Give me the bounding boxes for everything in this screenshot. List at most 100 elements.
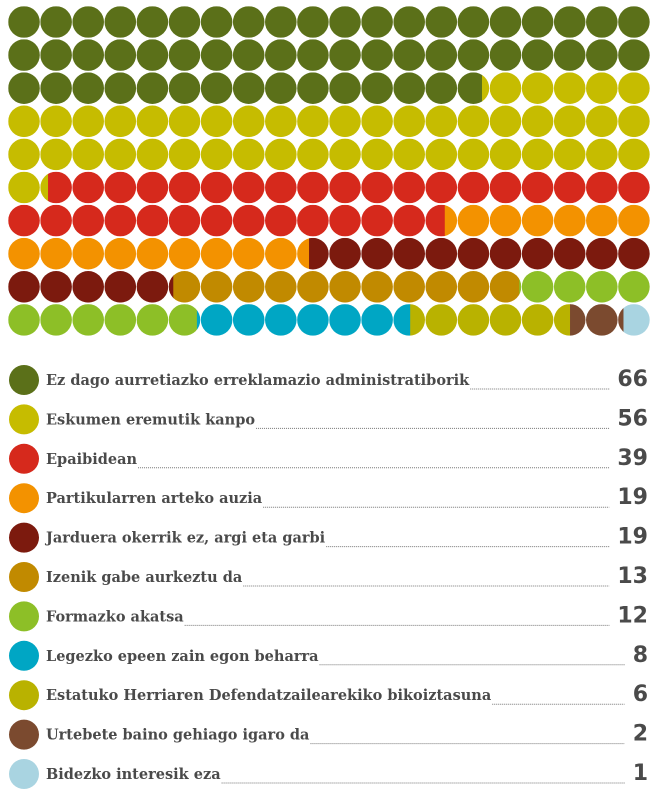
dot-segment xyxy=(265,105,297,138)
dot-segment xyxy=(40,171,49,204)
dot-segment xyxy=(553,237,586,270)
legend-label: Formazko akatsa xyxy=(46,608,184,625)
dot-segment xyxy=(72,105,104,138)
dot-segment xyxy=(570,304,586,336)
legend-swatch xyxy=(9,640,39,671)
dot-segment xyxy=(232,6,265,38)
legend-label: Eskumen eremutik kanpo xyxy=(46,411,255,428)
legend-value: 13 xyxy=(617,564,648,589)
dot-segment xyxy=(72,72,104,104)
dot-segment xyxy=(72,204,104,237)
dot-segment xyxy=(329,304,361,336)
dot-segment xyxy=(265,204,297,237)
dot-segment xyxy=(586,138,618,171)
dot-segment xyxy=(297,72,329,104)
legend-label: Urtebete baino gehiago igaro da xyxy=(46,727,310,744)
dot-segment xyxy=(200,72,233,104)
dot-segment xyxy=(521,271,554,303)
legend-swatch xyxy=(9,759,39,789)
dot-segment xyxy=(265,6,297,38)
dot-segment xyxy=(136,138,169,171)
dot-segment xyxy=(200,271,233,303)
dot-segment xyxy=(329,105,361,138)
dot-segment xyxy=(8,237,40,270)
legend-swatch xyxy=(9,483,39,514)
dot-segment xyxy=(297,39,329,71)
dot-segment xyxy=(104,304,137,336)
dot-segment xyxy=(168,271,174,303)
dot-segment xyxy=(393,6,426,38)
dot-segment xyxy=(72,6,104,38)
dot-segment xyxy=(329,6,361,38)
dot-segment xyxy=(444,204,458,237)
dot-segment xyxy=(410,304,426,336)
dot-segment xyxy=(586,237,618,270)
dot-segment xyxy=(457,237,490,270)
dot-segment xyxy=(489,72,522,104)
dot-segment xyxy=(104,237,137,270)
legend-label: Epaibidean xyxy=(46,451,138,468)
dot-segment xyxy=(168,237,201,270)
dot-segment xyxy=(8,72,40,104)
dot-segment xyxy=(553,72,586,104)
dot-segment xyxy=(521,237,554,270)
dot-segment xyxy=(265,171,297,204)
legend-label: Bidezko interesik eza xyxy=(46,766,221,783)
dot-segment xyxy=(265,39,297,71)
dot-segment xyxy=(361,39,393,71)
dot-segment xyxy=(40,39,72,71)
dot-segment xyxy=(586,171,618,204)
dot-segment xyxy=(265,237,297,270)
dot-segment xyxy=(425,6,458,38)
dot-segment xyxy=(104,72,137,104)
dot-segment xyxy=(457,304,490,336)
dot-segment xyxy=(457,171,490,204)
dot-segment xyxy=(297,138,329,171)
dot-segment xyxy=(361,237,393,270)
dot-segment xyxy=(425,204,446,237)
dot-segment xyxy=(586,204,618,237)
dot-segment xyxy=(232,72,265,104)
dot-segment xyxy=(553,171,586,204)
dot-segment xyxy=(457,72,483,104)
dot-segment xyxy=(489,138,522,171)
dot-segment xyxy=(265,72,297,104)
dot-segment xyxy=(361,72,393,104)
legend-value: 2 xyxy=(633,722,648,747)
dot-segment xyxy=(393,72,426,104)
dot-segment xyxy=(136,72,169,104)
dot-segment xyxy=(586,72,618,104)
dot-segment xyxy=(72,237,104,270)
dot-segment xyxy=(521,138,554,171)
dot-segment xyxy=(489,204,522,237)
legend-swatch xyxy=(9,443,39,474)
dot-segment xyxy=(586,39,618,71)
dot-segment xyxy=(521,39,554,71)
dot-segment xyxy=(72,39,104,71)
dot-segment xyxy=(425,105,458,138)
dot-segment xyxy=(425,138,458,171)
dot-segment xyxy=(265,138,297,171)
dot-segment xyxy=(489,304,522,336)
dot-segment xyxy=(8,6,40,38)
dot-segment xyxy=(232,39,265,71)
dot-segment xyxy=(393,39,426,71)
dot-segment xyxy=(168,138,201,171)
dot-segment xyxy=(521,304,554,336)
dot-segment xyxy=(173,271,201,303)
dot-segment xyxy=(104,204,137,237)
legend-value: 8 xyxy=(633,643,648,668)
dot-segment xyxy=(618,72,650,104)
dot-segment xyxy=(586,304,618,336)
dot-segment xyxy=(553,6,586,38)
legend-label: Partikularren arteko auzia xyxy=(46,490,263,507)
dot-segment xyxy=(329,271,361,303)
dot-segment xyxy=(8,304,40,336)
dot-segment xyxy=(489,237,522,270)
legend-swatch xyxy=(9,680,39,711)
dot-segment xyxy=(8,138,40,171)
dot-segment xyxy=(329,72,361,104)
dot-segment xyxy=(489,105,522,138)
dot-segment xyxy=(329,171,361,204)
dot-segment xyxy=(104,105,137,138)
